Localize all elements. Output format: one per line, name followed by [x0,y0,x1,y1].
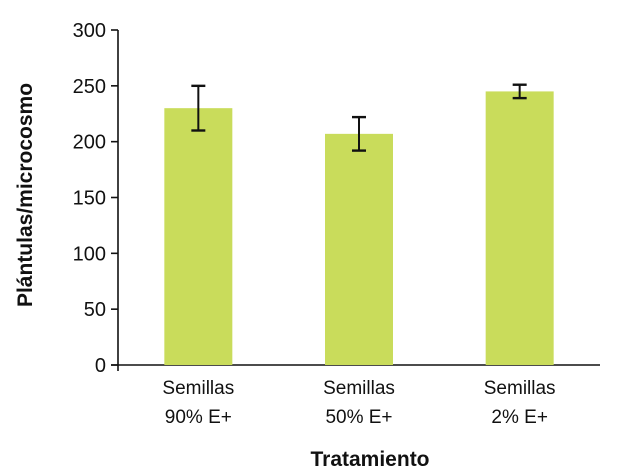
category-label: Semillas [323,378,395,399]
category-label: 2% E+ [491,407,548,428]
y-tick-label: 50 [84,299,106,321]
category-label: Semillas [484,378,556,399]
y-tick-label: 300 [73,20,106,42]
category-label: 50% E+ [325,407,392,428]
y-axis: 0 50 100 150 200 250 300 [73,20,119,377]
bar [485,91,554,366]
y-tick-label: 100 [73,243,106,265]
error-bars [191,83,527,152]
bar [325,133,393,365]
y-tick-label: 200 [73,132,106,154]
x-axis-title: Tratamiento [310,448,429,471]
y-tick-label: 0 [95,355,106,377]
category-label: 90% E+ [165,407,232,428]
y-axis-title: Plántulas/microcosmo [14,83,37,307]
bar [164,108,233,366]
category-labels: Semillas 90% E+ Semillas 50% E+ Semillas 2% E… [162,378,555,428]
y-tick-label: 150 [73,188,106,210]
category-label: Semillas [162,378,234,399]
bars [164,91,554,366]
y-tick-label: 250 [73,76,106,98]
